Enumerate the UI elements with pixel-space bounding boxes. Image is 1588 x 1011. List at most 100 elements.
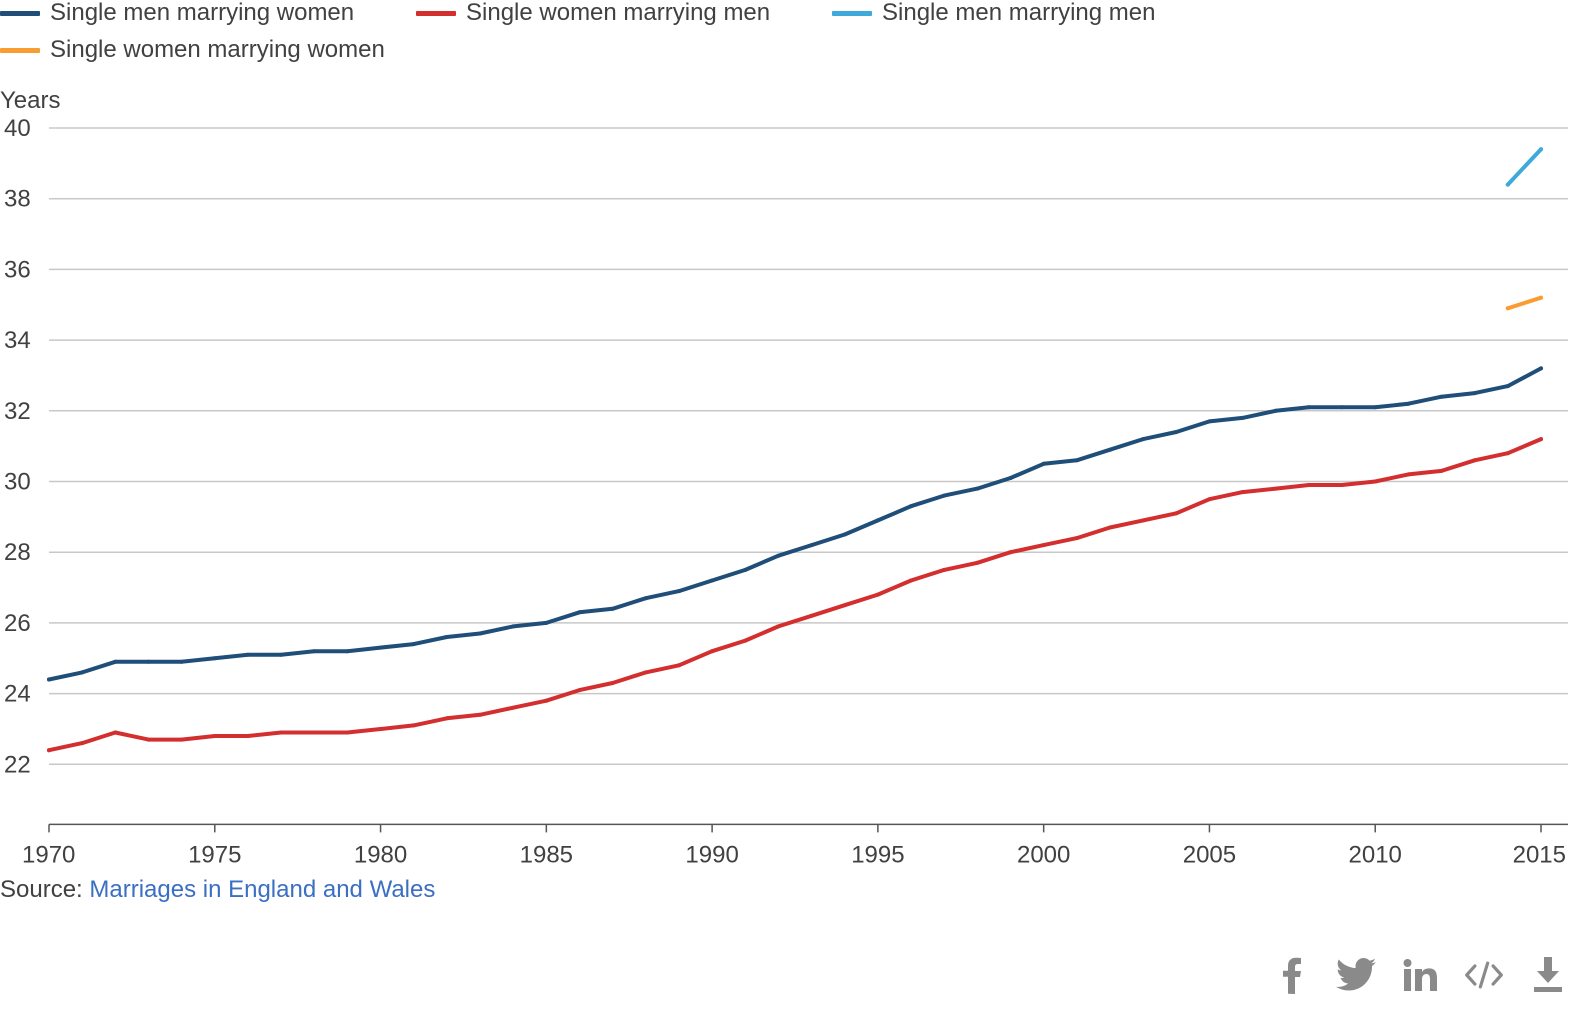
- data-point[interactable]: [842, 532, 847, 537]
- data-point[interactable]: [1505, 306, 1510, 311]
- data-point[interactable]: [1505, 182, 1510, 187]
- data-point[interactable]: [212, 656, 217, 661]
- series-line-2[interactable]: [47, 437, 1543, 753]
- data-point[interactable]: [1240, 490, 1245, 495]
- data-point[interactable]: [113, 659, 118, 664]
- data-point[interactable]: [411, 723, 416, 728]
- data-point[interactable]: [1439, 394, 1444, 399]
- data-point[interactable]: [1174, 430, 1179, 434]
- data-point[interactable]: [80, 670, 85, 675]
- data-point[interactable]: [1108, 447, 1112, 452]
- data-point[interactable]: [1141, 437, 1146, 442]
- data-point[interactable]: [1074, 458, 1079, 463]
- data-point[interactable]: [875, 592, 880, 597]
- data-point[interactable]: [1472, 458, 1477, 463]
- data-point[interactable]: [577, 688, 582, 693]
- data-point[interactable]: [444, 716, 449, 721]
- data-point[interactable]: [1240, 415, 1245, 420]
- data-point[interactable]: [345, 649, 350, 654]
- data-point[interactable]: [1074, 536, 1079, 541]
- linkedin-icon[interactable]: [1400, 955, 1440, 995]
- data-point[interactable]: [1008, 550, 1013, 555]
- data-point[interactable]: [411, 642, 416, 647]
- data-point[interactable]: [610, 606, 615, 611]
- data-point[interactable]: [1406, 472, 1411, 477]
- data-point[interactable]: [809, 613, 814, 618]
- series-line-3[interactable]: [1505, 147, 1543, 187]
- data-point[interactable]: [113, 730, 118, 735]
- data-point[interactable]: [1340, 483, 1345, 487]
- data-point[interactable]: [1539, 366, 1543, 371]
- data-point[interactable]: [909, 504, 913, 509]
- data-point[interactable]: [511, 624, 516, 629]
- series-line-4[interactable]: [1505, 295, 1543, 311]
- data-point[interactable]: [677, 663, 681, 668]
- data-point[interactable]: [1041, 461, 1046, 466]
- data-point[interactable]: [1439, 468, 1444, 473]
- embed-code-icon[interactable]: [1464, 955, 1504, 995]
- data-point[interactable]: [1306, 405, 1311, 410]
- legend-item-women-men[interactable]: Single women marrying men: [416, 0, 770, 27]
- data-point[interactable]: [444, 635, 449, 639]
- data-point[interactable]: [577, 610, 582, 615]
- data-point[interactable]: [47, 748, 51, 753]
- data-point[interactable]: [743, 567, 748, 572]
- data-point[interactable]: [809, 543, 814, 548]
- data-point[interactable]: [1141, 518, 1146, 523]
- data-point[interactable]: [1406, 401, 1411, 406]
- data-point[interactable]: [345, 730, 350, 735]
- data-point[interactable]: [776, 553, 781, 558]
- data-point[interactable]: [1306, 483, 1311, 487]
- twitter-icon[interactable]: [1336, 955, 1376, 995]
- data-point[interactable]: [279, 652, 284, 657]
- data-point[interactable]: [942, 493, 947, 498]
- legend-item-women-women[interactable]: Single women marrying women: [0, 36, 385, 64]
- data-point[interactable]: [1273, 486, 1278, 491]
- data-point[interactable]: [1472, 391, 1477, 396]
- data-point[interactable]: [942, 567, 947, 572]
- data-point[interactable]: [1108, 525, 1112, 530]
- data-point[interactable]: [1373, 479, 1378, 484]
- data-point[interactable]: [146, 659, 151, 664]
- legend-item-men-women[interactable]: Single men marrying women: [0, 0, 354, 27]
- data-point[interactable]: [80, 741, 85, 746]
- data-point[interactable]: [776, 624, 781, 629]
- data-point[interactable]: [179, 737, 184, 742]
- data-point[interactable]: [544, 698, 549, 703]
- data-point[interactable]: [1373, 405, 1378, 410]
- data-point[interactable]: [842, 603, 847, 608]
- data-point[interactable]: [245, 734, 250, 738]
- data-point[interactable]: [511, 705, 516, 710]
- data-point[interactable]: [1041, 543, 1046, 548]
- data-point[interactable]: [47, 677, 51, 682]
- data-point[interactable]: [875, 518, 880, 523]
- data-point[interactable]: [1273, 408, 1278, 413]
- data-point[interactable]: [677, 589, 681, 594]
- data-point[interactable]: [1539, 147, 1543, 152]
- legend-item-men-men[interactable]: Single men marrying men: [832, 0, 1155, 27]
- data-point[interactable]: [279, 730, 284, 735]
- data-point[interactable]: [478, 631, 482, 636]
- data-point[interactable]: [146, 737, 151, 742]
- data-point[interactable]: [975, 486, 980, 491]
- download-icon[interactable]: [1528, 955, 1568, 995]
- data-point[interactable]: [1207, 497, 1212, 502]
- data-point[interactable]: [1505, 451, 1510, 456]
- data-point[interactable]: [544, 620, 549, 625]
- data-point[interactable]: [1174, 511, 1179, 516]
- data-point[interactable]: [643, 596, 648, 601]
- facebook-icon[interactable]: [1272, 955, 1312, 995]
- data-point[interactable]: [1539, 295, 1543, 300]
- data-point[interactable]: [1207, 419, 1212, 424]
- data-point[interactable]: [610, 681, 615, 685]
- data-point[interactable]: [312, 649, 317, 654]
- data-point[interactable]: [478, 712, 482, 717]
- data-point[interactable]: [643, 670, 648, 675]
- data-point[interactable]: [312, 730, 317, 735]
- data-point[interactable]: [1008, 476, 1013, 480]
- data-point[interactable]: [743, 638, 748, 643]
- source-link[interactable]: Marriages in England and Wales: [89, 876, 436, 903]
- data-point[interactable]: [710, 649, 715, 654]
- data-point[interactable]: [1539, 437, 1543, 442]
- data-point[interactable]: [378, 727, 383, 731]
